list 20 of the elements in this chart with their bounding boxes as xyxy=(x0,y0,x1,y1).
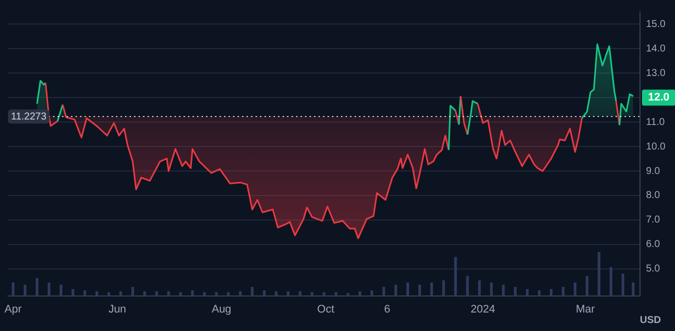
y-axis-title: USD xyxy=(640,314,661,326)
y-tick-label: 7.0 xyxy=(646,214,660,226)
y-tick-label: 11.0 xyxy=(646,116,666,128)
y-tick-label: 13.0 xyxy=(646,68,666,79)
y-tick-label: 15.0 xyxy=(646,18,666,30)
x-tick-label: Oct xyxy=(317,303,334,316)
x-tick-label: 6 xyxy=(384,303,390,316)
y-tick-label: 10.0 xyxy=(646,141,666,152)
x-tick-label: Mar xyxy=(576,303,596,316)
y-tick-label: 8.0 xyxy=(646,190,660,202)
x-tick-label: Aug xyxy=(212,303,232,316)
y-tick-label: 9.0 xyxy=(646,166,660,177)
x-tick-label: 2024 xyxy=(470,303,496,316)
y-tick-label: 6.0 xyxy=(646,239,660,250)
x-tick-label: Jun xyxy=(108,303,126,316)
ref-line-label: 11.2273 xyxy=(11,111,47,122)
x-tick-label: Apr xyxy=(4,303,22,316)
y-tick-label: 14.0 xyxy=(646,43,666,54)
annotation: 12.0 xyxy=(648,92,670,104)
y-tick-label: 5.0 xyxy=(646,264,660,275)
